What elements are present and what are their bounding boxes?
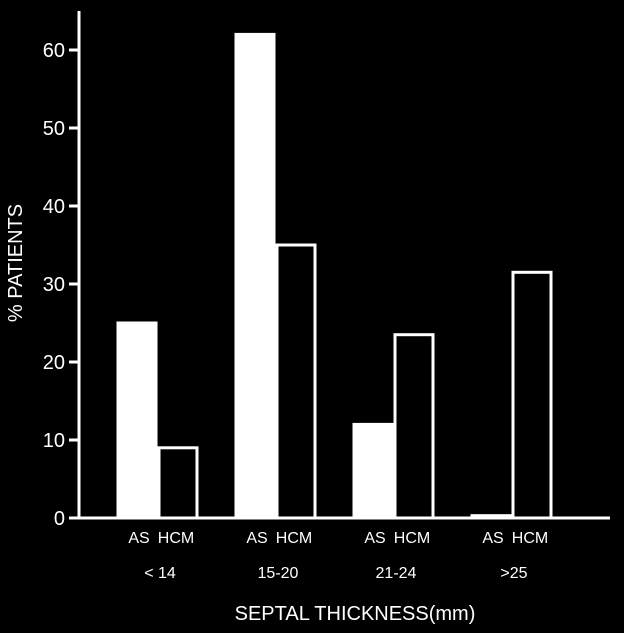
series-label: AS (128, 530, 149, 547)
bars (116, 32, 553, 520)
y-tick-label: 60 (43, 40, 65, 62)
bar-as-0 (116, 321, 158, 520)
bar-hcm-2 (393, 333, 435, 520)
category-label: < 14 (144, 565, 176, 582)
y-tick-label: 40 (43, 196, 65, 218)
y-axis: 0 10 20 30 40 50 60 (43, 11, 81, 530)
category-label: 21-24 (376, 565, 417, 582)
series-label: HCM (512, 530, 548, 547)
y-tick-label: 10 (43, 430, 65, 452)
bar-hcm-3 (511, 270, 553, 520)
x-axis-title: SEPTAL THICKNESS(mm) (235, 603, 476, 625)
bar-as-2 (352, 422, 394, 520)
series-label: AS (364, 530, 385, 547)
series-label: HCM (158, 530, 194, 547)
category-label: >25 (500, 565, 527, 582)
bar-as-1 (234, 32, 276, 520)
category-labels: AS HCM < 14 AS HCM 15-20 AS HCM 21-24 AS HCM >25 (128, 530, 548, 582)
series-label: HCM (276, 530, 312, 547)
y-tick-label: 0 (54, 508, 65, 530)
y-tick-label: 30 (43, 274, 65, 296)
y-tick-label: 20 (43, 352, 65, 374)
category-label: 15-20 (258, 565, 299, 582)
bar-as-3 (470, 514, 512, 520)
series-label: AS (246, 530, 267, 547)
series-label: AS (482, 530, 503, 547)
y-tick-label: 50 (43, 118, 65, 140)
series-label: HCM (394, 530, 430, 547)
bar-hcm-0 (157, 446, 199, 520)
bar-hcm-1 (275, 243, 317, 520)
y-axis-title: % PATIENTS (5, 204, 27, 322)
